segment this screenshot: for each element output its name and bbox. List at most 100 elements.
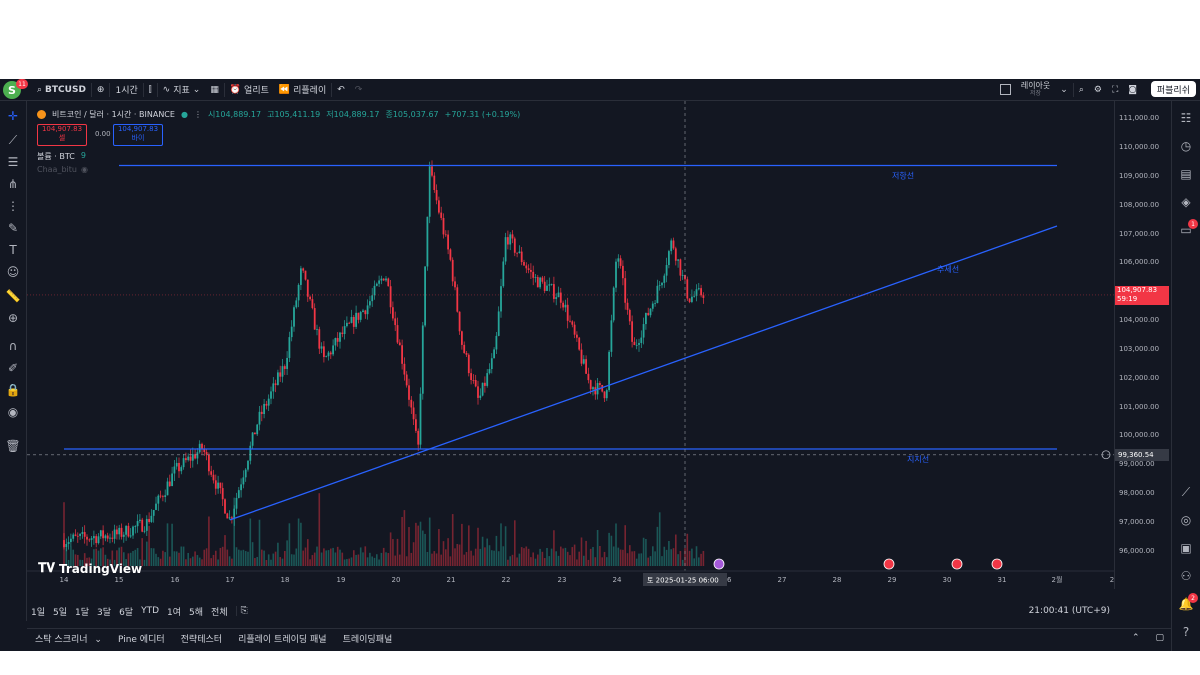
- ideas-icon[interactable]: ⟋: [1181, 484, 1191, 499]
- volume-bar: [359, 547, 362, 566]
- fullscreen-button[interactable]: ⛶: [1107, 79, 1123, 100]
- chat-icon[interactable]: ▭: [1180, 223, 1192, 237]
- volume-bar: [235, 547, 238, 566]
- volume-bar: [300, 522, 302, 566]
- compare-button[interactable]: ⊕: [92, 79, 110, 100]
- quick-search-button[interactable]: ⌕: [1074, 79, 1089, 100]
- price-axis[interactable]: 111,000.00 110,000.00 109,000.00 108,000.00…: [1114, 101, 1173, 589]
- candle-body: [173, 466, 176, 474]
- range-1m[interactable]: 1달: [75, 607, 90, 618]
- crosshair-date: 토 2025-01-25 06:00: [647, 577, 719, 585]
- range-5y[interactable]: 5해: [189, 607, 204, 618]
- range-1y[interactable]: 1여: [167, 607, 182, 618]
- tradingview-logo[interactable]: 𝐓𝐕 TradingView: [38, 561, 142, 576]
- calendar-icon[interactable]: ▣: [1180, 541, 1192, 555]
- screenshot-button[interactable]: ◙: [1123, 79, 1142, 100]
- zoom-in-icon[interactable]: ⊕: [7, 311, 19, 325]
- watchlist-icon[interactable]: ☷: [1180, 111, 1192, 125]
- lock-drawing-icon[interactable]: ✐: [7, 361, 19, 375]
- volume-bar: [392, 539, 394, 566]
- candle-body: [99, 530, 102, 537]
- bar-countdown: 59:19: [1117, 294, 1138, 303]
- tab-stock-screener[interactable]: 스탁 스크리너 ⌄: [27, 632, 110, 645]
- lock-icon[interactable]: 🔒: [5, 383, 21, 397]
- tab-strategy-tester[interactable]: 전략테스터: [180, 634, 223, 645]
- layouts-button[interactable]: ▦: [205, 79, 224, 100]
- people-icon[interactable]: ⚇: [1180, 569, 1192, 583]
- time-label: 28: [833, 576, 842, 584]
- candle-body: [592, 387, 594, 390]
- trash-icon[interactable]: 🗑: [5, 439, 21, 453]
- settings-button[interactable]: ⚙: [1089, 79, 1107, 100]
- symbol-search-button[interactable]: ⌕ BTCUSD: [32, 79, 91, 100]
- range-all[interactable]: 전체: [211, 607, 228, 618]
- emoji-icon[interactable]: ☺: [6, 265, 20, 279]
- layout-chevron[interactable]: ⌄: [1055, 79, 1073, 100]
- data-window-icon[interactable]: ▤: [1180, 167, 1192, 181]
- volume-bar: [624, 525, 626, 566]
- ohlc-change: +707.31 (+0.19%): [444, 109, 521, 119]
- brush-icon[interactable]: ✎: [7, 221, 19, 235]
- volume-bar: [286, 540, 288, 566]
- buy-label: 바이: [131, 134, 145, 142]
- volume-bar: [442, 541, 445, 566]
- range-6m[interactable]: 6달: [119, 607, 134, 618]
- target-icon[interactable]: ◎: [1180, 513, 1192, 527]
- candle-body: [610, 320, 613, 352]
- undo-button[interactable]: ↶: [332, 79, 350, 100]
- redo-button[interactable]: ↷: [350, 79, 368, 100]
- alert-button[interactable]: ⏰ 얼리트: [225, 79, 274, 100]
- range-5d[interactable]: 5일: [53, 607, 68, 618]
- indicators-button[interactable]: ∿ 지표 ⌄: [158, 79, 206, 100]
- volume-bar: [468, 525, 470, 566]
- text-icon[interactable]: T: [9, 243, 17, 257]
- candle-body: [638, 342, 640, 345]
- tab-pine-editor[interactable]: Pine 에디터: [117, 634, 165, 645]
- volume-bar: [125, 559, 127, 566]
- buy-button[interactable]: 104,907.83 바이: [113, 124, 163, 146]
- ruler-icon[interactable]: 📏: [5, 289, 21, 303]
- eye-icon[interactable]: ◉: [7, 405, 19, 419]
- candle-body: [426, 216, 429, 267]
- layout-checkbox[interactable]: [995, 79, 1016, 100]
- tab-trading-panel[interactable]: 트레이딩패널: [342, 634, 393, 645]
- magnet-icon[interactable]: ∩: [8, 339, 18, 353]
- symbol-title[interactable]: 비트코인 / 달러 · 1시간 · BINANCE: [52, 109, 175, 119]
- settings-arrow-icon[interactable]: ⋮: [193, 109, 202, 119]
- help-icon[interactable]: ?: [1182, 625, 1190, 639]
- layers-icon[interactable]: ◈: [1181, 195, 1191, 209]
- sell-button[interactable]: 104,907.83 셀: [37, 124, 87, 146]
- maximize-icon[interactable]: ▢: [1155, 633, 1164, 643]
- volume-bar: [205, 548, 208, 566]
- candle-body: [293, 307, 295, 327]
- volume-bar: [702, 550, 705, 566]
- candle-body: [702, 295, 705, 298]
- candle-body: [550, 284, 553, 285]
- replay-button[interactable]: ⏪ 리플레이: [274, 79, 331, 100]
- interval-button[interactable]: 1시간: [115, 86, 138, 96]
- trendline-icon[interactable]: ⟋: [8, 132, 18, 147]
- range-ytd[interactable]: YTD: [141, 606, 160, 616]
- volume-bar: [557, 555, 560, 566]
- candle-body: [534, 277, 537, 278]
- price-chart[interactable]: 저항선추세선지지선1415161718192021222324262728293…: [27, 101, 1114, 589]
- tab-replay-trading[interactable]: 리플레이 트레이딩 패널: [238, 634, 327, 645]
- goto-date-icon[interactable]: ⎘: [235, 606, 252, 616]
- alerts-clock-icon[interactable]: ◷: [1180, 139, 1192, 153]
- publish-button[interactable]: 퍼블리쉬: [1150, 81, 1196, 97]
- layout-menu-button[interactable]: 레이아웃 저장: [1016, 79, 1055, 100]
- fib-icon[interactable]: ⋮: [7, 199, 19, 213]
- crosshair-icon[interactable]: ✛: [7, 109, 19, 123]
- volume-bar: [166, 523, 169, 566]
- chart-type-button[interactable]: ⫿: [144, 79, 157, 100]
- range-3m[interactable]: 3달: [97, 607, 112, 618]
- horizontal-lines-icon[interactable]: ☰: [7, 155, 19, 169]
- pitchfork-icon[interactable]: ⋔: [7, 177, 19, 191]
- clock-timezone[interactable]: 21:00:41 (UTC+9): [1028, 606, 1110, 616]
- range-1d[interactable]: 1일: [31, 607, 46, 618]
- gear-icon: ⚙: [1093, 84, 1102, 95]
- candle-body: [564, 304, 567, 308]
- chevron-up-icon[interactable]: ⌃: [1131, 633, 1140, 643]
- candle-body: [355, 312, 357, 327]
- eye-icon[interactable]: ◉: [80, 165, 88, 174]
